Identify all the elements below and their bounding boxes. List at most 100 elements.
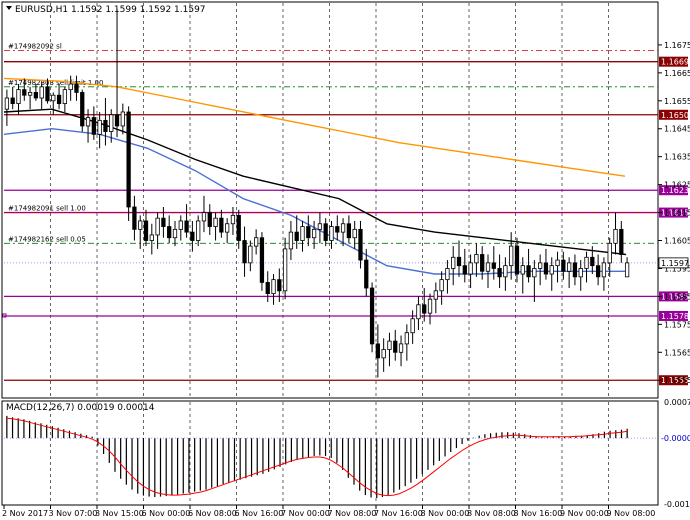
candle-body [91, 117, 96, 135]
candle-body [509, 245, 514, 267]
candle-body [213, 217, 218, 227]
candle-body [497, 268, 502, 278]
moving-average-line [3, 77, 626, 177]
candle-body [595, 265, 601, 278]
candle-body [51, 94, 56, 102]
level-price-label: 1.1555 [661, 376, 689, 385]
price-tick-label: 1.1645 [664, 125, 690, 134]
candle-body [532, 268, 537, 278]
candle-body [259, 237, 265, 283]
order-line-label: #174982091 sell 1.00 [8, 205, 86, 213]
candle-body [172, 228, 178, 239]
price-tick-label: 1.1585 [664, 292, 690, 301]
candle-body [155, 217, 160, 236]
level-price-tag [659, 291, 688, 302]
price-tick-label: 1.1655 [664, 97, 690, 106]
candle-body [572, 262, 578, 278]
candle-body [514, 245, 520, 275]
time-tick-label: 7 Nov 08:00 [328, 509, 377, 518]
candle-body [317, 223, 323, 230]
candle-body [80, 92, 85, 127]
candle-body [138, 220, 143, 230]
price-tick-label: 1.1565 [664, 348, 690, 357]
candle-body [393, 340, 398, 353]
candle-body [103, 119, 108, 132]
macd-current-value: -0.00001 [661, 434, 690, 443]
candle-body [624, 262, 630, 278]
price-tick-label: 1.1595 [664, 264, 690, 273]
macd-value-tag [659, 433, 690, 444]
price-tick-label: 1.1575 [664, 320, 690, 329]
candle-body [225, 223, 230, 233]
candle-body [613, 228, 618, 244]
candle-body [120, 111, 125, 127]
horizontal-levels: 1.16691.16501.16231.16151.15851.15781.15… [2, 56, 689, 386]
candle-body [561, 259, 566, 272]
candle-body [45, 86, 50, 102]
candle-body [184, 220, 189, 233]
chart-title: EURUSD,H1 1.1592 1.1599 1.1592 1.1597 [15, 5, 206, 15]
candle-body [300, 226, 305, 241]
time-tick-label: 3 Nov 15:00 [95, 509, 144, 518]
time-axis: 2 Nov 2017 3 Nov 07:003 Nov 15:006 Nov 00… [2, 505, 655, 518]
candle-body [74, 83, 79, 93]
candle-body [248, 245, 253, 264]
candle-body [375, 343, 381, 359]
candle-body [369, 287, 375, 345]
candle-body [555, 259, 560, 267]
macd-title: MACD(12,26,7) 0.00019 0.00014 [6, 403, 155, 413]
candle-body [387, 340, 392, 350]
candle-body [601, 262, 607, 278]
candle-body [97, 119, 102, 135]
candle-body [584, 256, 589, 269]
candle-body [39, 86, 44, 99]
candle-body [190, 231, 195, 241]
candle-body [114, 114, 120, 127]
candle-body [416, 304, 421, 320]
price-tick-label: 1.1625 [664, 181, 690, 190]
candle-body [236, 214, 241, 241]
moving-average-line [3, 108, 627, 256]
current-price-tag [658, 257, 689, 269]
time-tick-label: 8 Nov 08:00 [467, 509, 516, 518]
candle-body [358, 228, 363, 261]
current-price-label: 1.1597 [661, 259, 689, 268]
candle-body [422, 304, 427, 314]
level-price-label: 1.1669 [661, 58, 689, 67]
level-price-tag [659, 207, 688, 218]
candle-body [265, 282, 270, 295]
candle-body [549, 265, 554, 275]
price-tick-label: 1.1635 [664, 153, 690, 162]
candle-body [27, 92, 33, 96]
candle-body [161, 217, 166, 227]
macd-tick-label: -0.00133 [664, 500, 690, 509]
level-price-tag [659, 375, 688, 386]
time-tick-label: 7 Nov 16:00 [374, 509, 423, 518]
level-price-tag [659, 109, 688, 120]
candle-body [480, 254, 485, 272]
candle-body [329, 226, 334, 241]
price-tick-label: 1.1605 [664, 237, 690, 246]
candle-body [346, 223, 352, 239]
candle-body [526, 265, 531, 278]
level-price-tag [659, 310, 688, 321]
candlesticks [4, 8, 630, 378]
candle-body [427, 298, 433, 314]
candle-body [10, 97, 15, 104]
order-line-label: #174982092 sl [8, 43, 62, 51]
level-price-label: 1.1615 [661, 209, 689, 218]
chart-menu-arrow-icon[interactable] [6, 6, 12, 10]
candle-body [538, 262, 543, 269]
candle-body [33, 92, 39, 99]
candle-body [398, 343, 404, 353]
level-price-label: 1.1578 [661, 312, 689, 321]
level-price-label: 1.1650 [661, 111, 689, 120]
time-tick-label: 2 Nov 2017 [2, 509, 48, 518]
candle-body [196, 220, 201, 241]
candle-body [503, 265, 508, 278]
candle-body [404, 332, 409, 345]
time-tick-label: 7 Nov 00:00 [281, 509, 330, 518]
candle-body [491, 262, 496, 269]
price-tick-label: 1.1555 [664, 376, 690, 385]
